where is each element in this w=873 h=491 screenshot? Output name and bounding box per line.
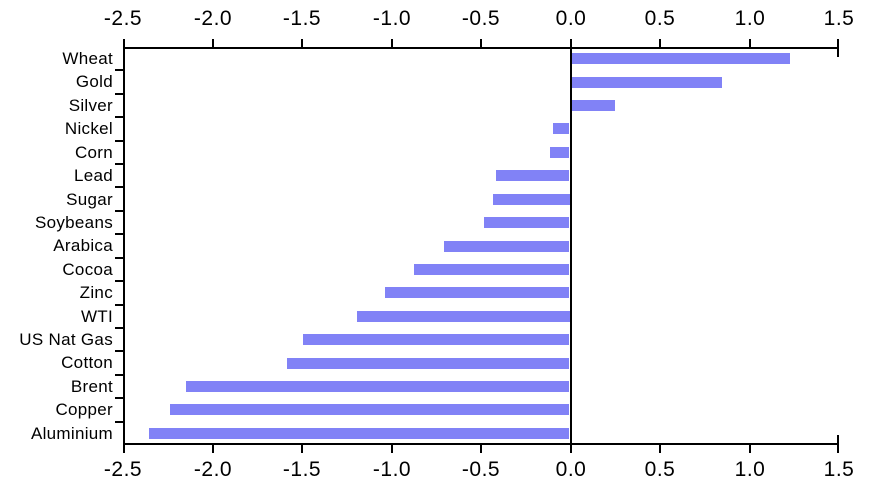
category-label-gold: Gold: [75, 72, 113, 92]
y-category-boundary-tick: [115, 257, 123, 259]
category-label-lead: Lead: [73, 166, 113, 186]
x-tick-label-top: -2.0: [193, 7, 233, 30]
category-label-silver: Silver: [68, 95, 113, 115]
x-tick-label-top: 0.0: [555, 7, 587, 30]
category-label-sugar: Sugar: [66, 189, 113, 209]
x-tick-top: [837, 39, 839, 47]
x-tick-top: [212, 39, 214, 47]
x-tick-top: [391, 39, 393, 47]
x-tick-label-bottom: 0.0: [555, 458, 587, 481]
bar-zinc: [385, 287, 570, 299]
category-label-brent: Brent: [70, 376, 113, 396]
x-axis-bottom-line: [123, 443, 839, 445]
x-tick-bottom: [837, 445, 839, 453]
bar-soybeans: [483, 217, 570, 229]
x-axis-bottom-tick-labels: -2.5 -2.0 -1.5 -1.0 -0.5 0.0 0.5 1.0 1.5: [104, 455, 854, 485]
category-label-us-nat-gas: US Nat Gas: [19, 329, 113, 349]
bar-cocoa: [413, 263, 570, 275]
y-category-boundary-tick: [115, 280, 123, 282]
y-category-boundary-tick: [115, 116, 123, 118]
y-category-boundary-tick: [115, 163, 123, 165]
bar-us-nat-gas: [302, 334, 570, 346]
y-axis-left-line: [123, 47, 125, 445]
bar-wheat: [571, 53, 790, 65]
x-axis-top-tick-labels: -2.5 -2.0 -1.5 -1.0 -0.5 0.0 0.5 1.0 1.5: [104, 4, 854, 34]
y-category-boundary-tick: [115, 421, 123, 423]
category-label-zinc: Zinc: [79, 283, 113, 303]
x-tick-bottom: [749, 445, 751, 453]
bar-cotton: [286, 357, 570, 369]
y-category-boundary-tick: [115, 69, 123, 71]
category-label-aluminium: Aluminium: [30, 423, 113, 443]
x-tick-top: [480, 39, 482, 47]
category-label-wheat: Wheat: [62, 49, 113, 68]
bar-aluminium: [148, 427, 570, 439]
x-tick-label-top: -1.5: [282, 7, 322, 30]
category-label-corn: Corn: [74, 142, 113, 162]
y-category-boundary-tick: [115, 327, 123, 329]
x-tick-label-bottom: -1.5: [282, 458, 322, 481]
x-tick-bottom: [391, 445, 393, 453]
bar-copper: [170, 404, 570, 416]
x-tick-bottom: [212, 445, 214, 453]
y-axis-category-labels: Wheat Gold Silver Nickel Corn Lead Sugar Soybea…: [0, 47, 113, 445]
category-label-soybeans: Soybeans: [34, 212, 113, 232]
x-tick-label-top: 1.5: [823, 7, 855, 30]
bar-nickel: [553, 123, 570, 135]
x-axis-bottom-end-cap: [837, 435, 839, 443]
x-tick-label-bottom: -2.0: [193, 458, 233, 481]
x-tick-label-top: -2.5: [103, 7, 143, 30]
category-label-arabica: Arabica: [53, 236, 113, 256]
y-category-boundary-tick: [115, 210, 123, 212]
y-category-boundary-tick: [115, 186, 123, 188]
x-tick-top: [659, 39, 661, 47]
x-tick-label-bottom: 0.5: [644, 458, 676, 481]
x-tick-bottom: [480, 445, 482, 453]
x-tick-label-top: 0.5: [644, 7, 676, 30]
x-tick-label-top: -1.0: [372, 7, 412, 30]
x-tick-label-bottom: -1.0: [372, 458, 412, 481]
x-tick-label-bottom: 1.0: [734, 458, 766, 481]
bar-gold: [571, 76, 722, 88]
x-tick-top: [570, 39, 572, 47]
x-tick-label-top: -0.5: [461, 7, 501, 30]
bar-wti: [356, 310, 570, 322]
y-category-boundary-tick: [115, 140, 123, 142]
bar-sugar: [492, 193, 570, 205]
y-category-boundary-tick: [115, 374, 123, 376]
category-label-nickel: Nickel: [64, 119, 113, 139]
x-tick-bottom: [659, 445, 661, 453]
x-tick-top: [301, 39, 303, 47]
bar-lead: [496, 170, 570, 182]
category-label-cocoa: Cocoa: [62, 259, 113, 279]
category-label-cotton: Cotton: [61, 353, 113, 373]
bar-arabica: [444, 240, 570, 252]
x-tick-label-bottom: -2.5: [103, 458, 143, 481]
bar-brent: [186, 381, 570, 392]
x-axis-top-end-cap: [837, 49, 839, 57]
category-label-copper: Copper: [55, 400, 113, 420]
category-label-wti: WTI: [80, 306, 113, 326]
bar-silver: [571, 100, 615, 111]
plot-area: [115, 39, 839, 453]
x-tick-bottom: [570, 445, 572, 453]
y-category-boundary-tick: [115, 397, 123, 399]
x-tick-bottom: [123, 445, 125, 453]
x-tick-top: [749, 39, 751, 47]
x-tick-label-bottom: -0.5: [461, 458, 501, 481]
y-category-boundary-tick: [115, 233, 123, 235]
y-category-boundary-tick: [115, 93, 123, 95]
y-category-boundary-tick: [115, 350, 123, 352]
zero-baseline: [569, 47, 572, 445]
x-tick-bottom: [301, 445, 303, 453]
x-tick-label-bottom: 1.5: [823, 458, 855, 481]
bar-corn: [549, 146, 570, 158]
x-tick-top: [123, 39, 125, 47]
y-category-boundary-tick: [115, 304, 123, 306]
x-axis-top-line: [123, 47, 839, 49]
x-tick-label-top: 1.0: [734, 7, 766, 30]
